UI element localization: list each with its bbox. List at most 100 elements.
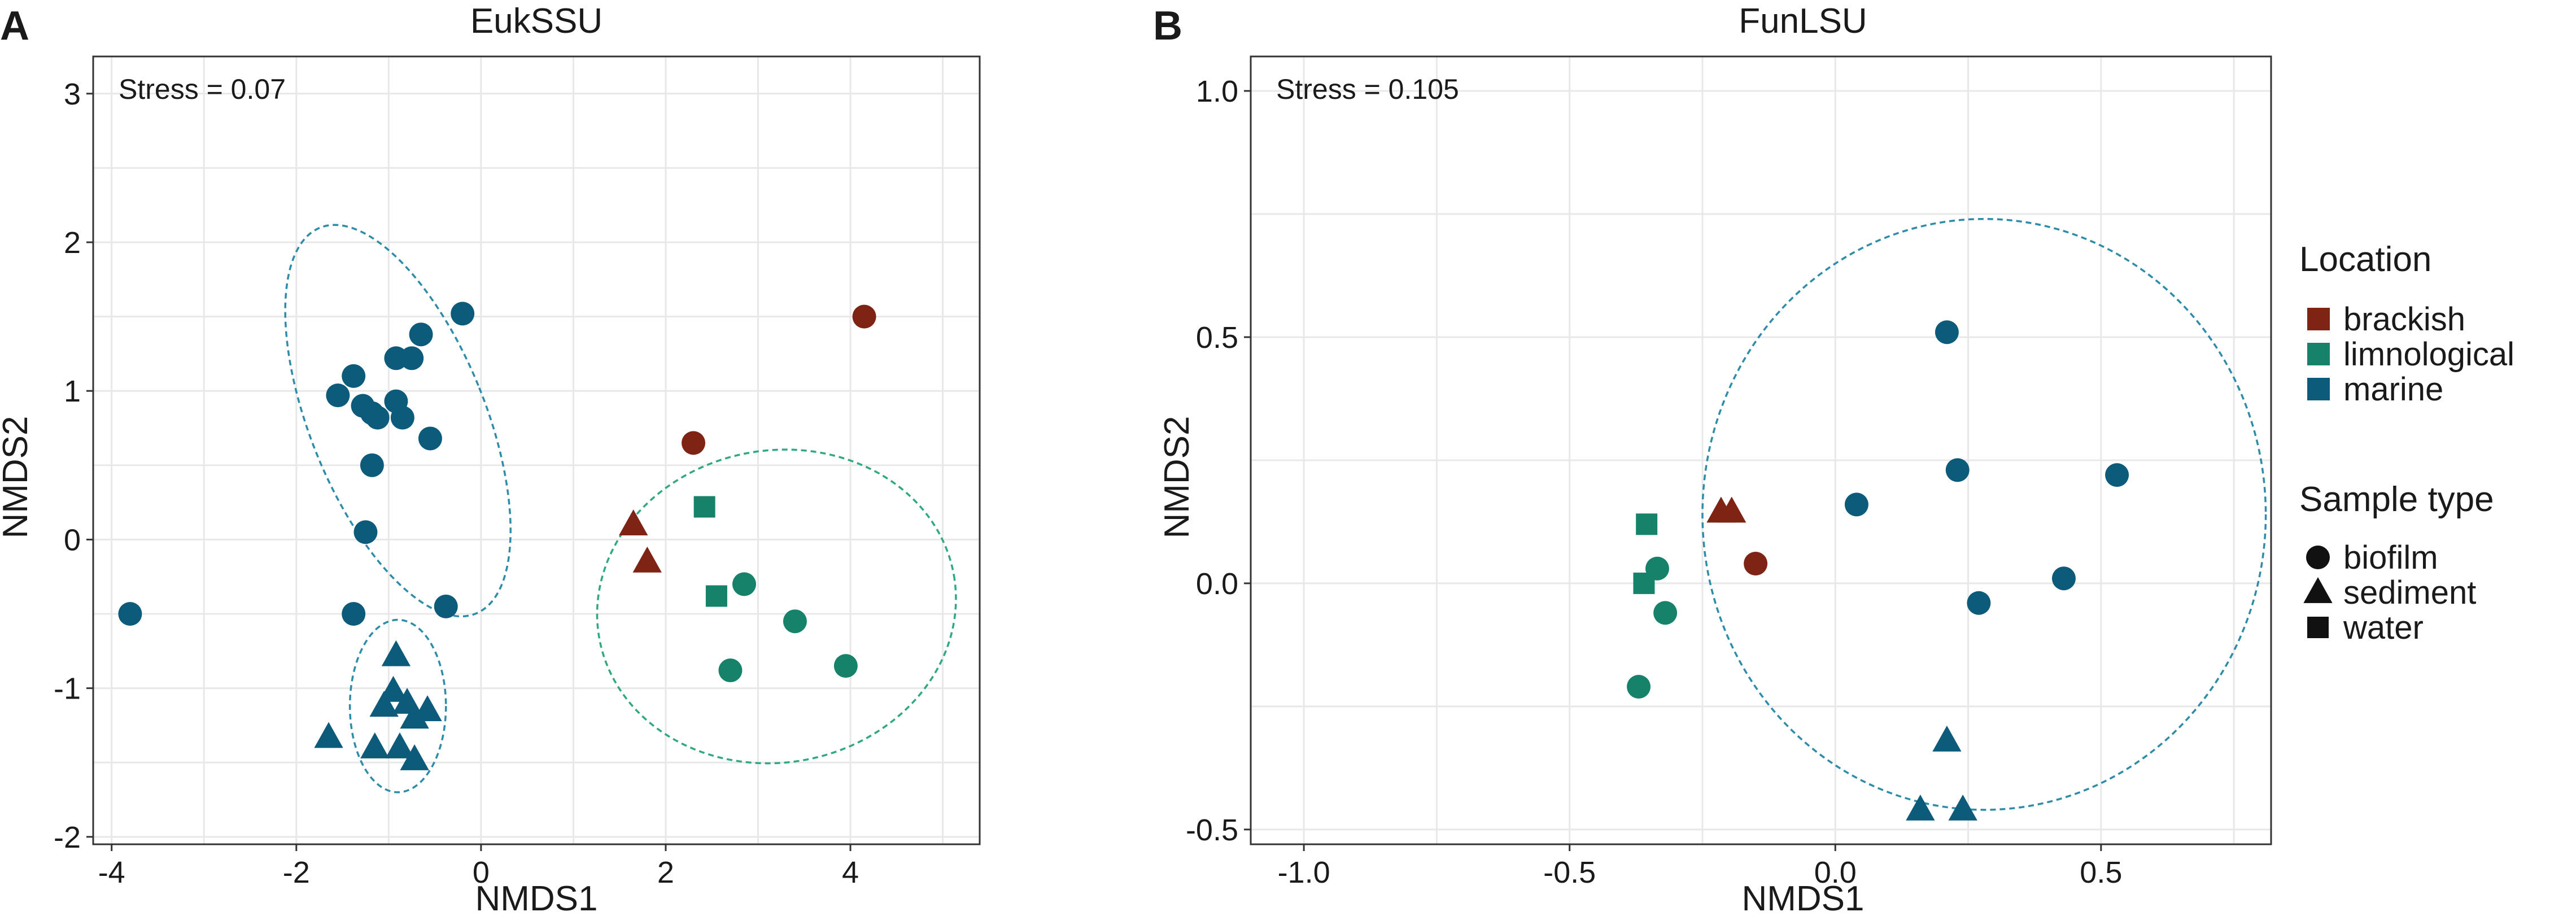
data-point-marine-biofilm [1935,320,1959,344]
panel-a-title: EukSSU [470,2,602,41]
data-point-brackish-sediment [632,546,662,573]
data-point-brackish-biofilm [852,304,876,329]
y-tick-label: 2 [64,226,81,260]
legend-label-water: water [2343,609,2424,646]
data-point-marine-biofilm [390,405,414,430]
panel-a-stress-label: Stress = 0.07 [119,73,286,105]
y-tick-label: 0 [64,523,81,557]
panel-a-y-axis-label: NMDS2 [0,416,35,538]
y-tick-label: -0.5 [1186,813,1238,847]
data-point-marine-biofilm [2051,566,2076,591]
y-tick-label: -1 [54,672,81,706]
data-point-marine-biofilm [1945,458,1970,482]
panel-b-stress-label: Stress = 0.105 [1276,73,1459,105]
legend-label-marine: marine [2343,371,2443,408]
legend-key-biofilm [2306,546,2330,569]
data-point-limnological-biofilm [732,572,756,596]
x-tick-label: 0 [473,856,490,889]
data-point-limnological-biofilm [1627,675,1651,699]
data-point-limnological-water [705,585,727,607]
data-point-marine-biofilm [353,520,378,544]
legend-sample-type-title: Sample type [2299,480,2494,519]
confidence-ellipse-marine [348,618,447,793]
y-tick-label: 0.5 [1196,321,1238,355]
panel-b: B FunLSU Stress = 0.105 -1.0 -0.5 0.0 0.5 -… [1153,2,2272,916]
data-point-brackish-sediment [619,509,648,536]
legend-location-title: Location [2299,240,2431,279]
panel-a-grid [93,56,980,844]
panel-b-letter: B [1153,3,1182,49]
panel-a-points [118,302,876,770]
data-point-marine-biofilm [409,322,433,347]
legend-label-sediment: sediment [2343,574,2476,611]
confidence-ellipse-limnological [596,448,957,765]
legend-key-marine [2307,378,2330,400]
data-point-marine-biofilm [342,602,366,626]
panel-b-title: FunLSU [1739,2,1867,41]
panel-a-x-ticks: -4 -2 0 2 4 [98,844,859,889]
data-point-marine-sediment [385,732,414,758]
x-tick-label: -1.0 [1278,856,1330,889]
y-tick-label: -2 [54,821,81,854]
data-point-marine-biofilm [400,346,424,370]
panel-b-y-axis-label: NMDS2 [1158,416,1197,538]
data-point-marine-biofilm [326,383,350,408]
data-point-marine-biofilm [360,453,384,477]
legend-key-water [2307,617,2329,638]
data-point-marine-sediment [369,691,399,717]
x-tick-label: 0.0 [1814,856,1857,889]
data-point-limnological-biofilm [783,609,807,634]
panel-b-frame [1250,55,2272,845]
legend-key-limnological [2307,343,2330,365]
legend-label-limnological: limnological [2343,336,2514,373]
data-point-marine-sediment [381,640,411,666]
data-point-marine-sediment [413,695,442,722]
panel-a-frame [92,55,981,845]
data-point-brackish-biofilm [1744,552,1768,576]
data-point-marine-sediment [314,722,343,748]
y-tick-label: 1.0 [1196,75,1238,108]
data-point-marine-sediment [400,744,429,770]
x-tick-label: -0.5 [1543,856,1596,889]
x-tick-label: 4 [842,856,859,889]
data-point-marine-sediment [400,703,429,729]
y-tick-label: 1 [64,374,81,408]
y-tick-label: 0.0 [1196,567,1238,601]
legend-label-brackish: brackish [2343,301,2465,338]
data-point-marine-biofilm [1844,492,1868,517]
panel-b-x-axis-label: NMDS1 [1741,879,1864,916]
data-point-limnological-biofilm [718,658,743,683]
x-tick-label: 2 [657,856,674,889]
data-point-limnological-biofilm [1645,556,1669,581]
data-point-marine-biofilm [451,302,475,326]
data-point-marine-sediment [1932,725,1962,752]
panel-a-x-axis-label: NMDS1 [475,879,597,916]
data-point-marine-biofilm [418,426,442,451]
data-point-marine-biofilm [1967,591,1991,615]
x-tick-label: -4 [98,856,125,889]
panel-b-points [1627,320,2129,821]
data-point-limnological-biofilm [833,654,858,678]
data-point-brackish-biofilm [682,431,706,455]
x-tick-label: 0.5 [2080,856,2122,889]
panel-a-y-ticks: -2 -1 0 1 2 3 [54,77,93,854]
panel-b-ellipses [1701,217,2267,811]
data-point-limnological-water [1636,513,1658,535]
panel-b-y-ticks: -0.5 0.0 0.5 1.0 [1186,75,1251,847]
panel-a-ellipses [284,224,957,793]
data-point-marine-biofilm [434,594,458,618]
data-point-marine-biofilm [365,405,390,430]
data-point-marine-sediment [360,732,390,758]
panel-b-grid [1251,56,2271,844]
panel-a: A EukSSU Stress = 0.07 -4 -2 0 2 4 -2-10123 … [0,2,981,916]
data-point-marine-biofilm [342,364,366,388]
data-point-marine-biofilm [2105,463,2129,487]
legend-key-brackish [2307,308,2330,330]
data-point-limnological-water [693,496,715,518]
legend-key-sediment [2303,577,2333,603]
panel-b-x-ticks: -1.0 -0.5 0.0 0.5 [1278,844,2122,889]
